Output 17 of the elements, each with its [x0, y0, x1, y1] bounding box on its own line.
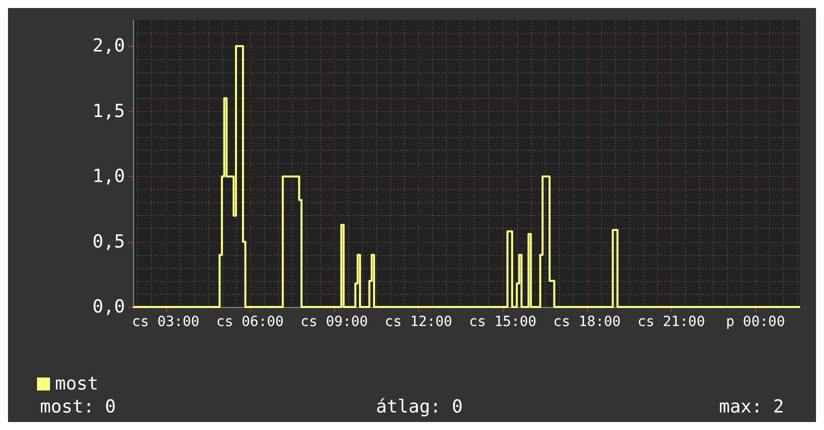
text: most: 0: [40, 396, 116, 418]
text: átlag: 0: [376, 396, 463, 418]
x-tick-label: cs 18:00: [553, 314, 621, 330]
x-tick-label: cs 09:00: [300, 314, 368, 330]
x-tick-label: cs 21:00: [638, 314, 705, 330]
y-tick-label: 1,5: [92, 100, 125, 122]
y-tick-label: 1,0: [92, 166, 125, 188]
x-tick-label: p 00:00: [726, 314, 786, 330]
y-tick-label: 2,0: [92, 36, 125, 57]
x-tick-label: cs 03:00: [132, 314, 200, 330]
legend-label: most: [55, 374, 98, 394]
x-tick-label: cs 06:00: [216, 314, 284, 330]
text: max: 2: [718, 396, 784, 418]
y-tick-label: 0,5: [92, 231, 125, 252]
x-tick-label: cs 12:00: [384, 314, 452, 330]
x-tick-label: cs 15:00: [469, 314, 536, 330]
y-tick-label: 0,0: [92, 296, 125, 318]
